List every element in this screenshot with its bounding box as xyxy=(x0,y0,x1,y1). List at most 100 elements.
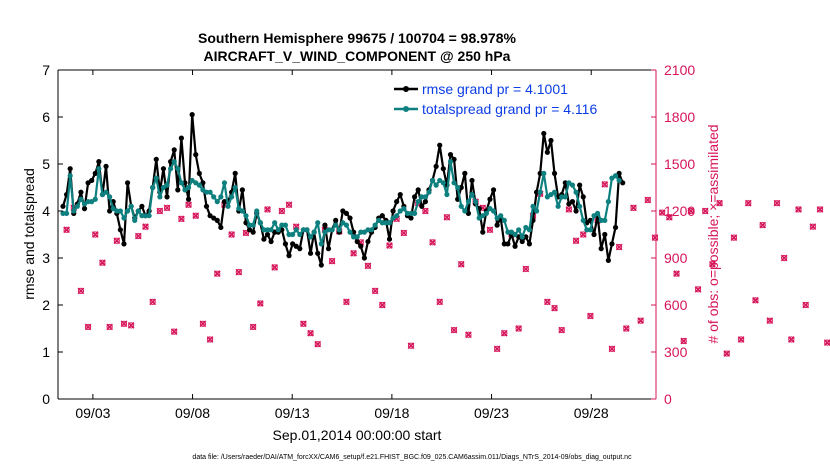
obs-assimilated-marker xyxy=(192,212,200,220)
obs-possible-marker xyxy=(694,286,702,293)
obs-possible-marker xyxy=(436,298,443,305)
obs-possible-marker xyxy=(522,265,529,273)
obs-possible-marker xyxy=(809,223,816,230)
obs-assimilated-marker xyxy=(371,287,379,295)
totalspread-point xyxy=(490,208,497,214)
y-tick-label: 6 xyxy=(42,109,50,125)
y2-tick-label: 1800 xyxy=(664,109,695,125)
obs-assimilated-marker xyxy=(759,221,767,229)
rmse-point xyxy=(196,170,202,176)
totalspread-point xyxy=(221,180,228,186)
obs-assimilated-marker xyxy=(780,254,788,262)
obs-assimilated-marker xyxy=(328,257,336,265)
obs-assimilated-marker xyxy=(264,206,271,213)
totalspread-point xyxy=(171,159,177,165)
totalspread-point xyxy=(74,203,80,209)
totalspread-point xyxy=(196,182,202,188)
obs-assimilated-marker xyxy=(665,213,673,221)
totalspread-point xyxy=(175,166,181,172)
rmse-point xyxy=(239,187,245,193)
obs-possible-marker xyxy=(766,317,773,324)
rmse-point xyxy=(562,180,568,186)
obs-assimilated-marker xyxy=(256,300,264,307)
totalspread-point xyxy=(555,203,561,209)
legend-spread-marker xyxy=(403,106,409,112)
obs-assimilated-marker xyxy=(429,238,436,246)
rmse-point xyxy=(365,238,371,245)
totalspread-point xyxy=(311,229,317,235)
obs-possible-marker xyxy=(723,350,730,357)
obs-possible-marker xyxy=(185,201,192,208)
obs-assimilated-marker xyxy=(465,331,472,339)
totalspread-point xyxy=(142,213,149,219)
totalspread-point xyxy=(501,217,507,223)
totalspread-point xyxy=(261,227,267,233)
obs-assimilated-marker xyxy=(637,317,645,325)
obs-assimilated-marker xyxy=(300,320,307,328)
rmse-point xyxy=(605,257,611,263)
obs-possible-marker xyxy=(551,305,558,312)
obs-assimilated-marker xyxy=(307,329,314,337)
totalspread-point xyxy=(512,231,518,238)
totalspread-point xyxy=(458,203,464,209)
obs-assimilated-marker xyxy=(694,285,702,293)
obs-possible-marker xyxy=(84,323,92,331)
totalspread-point xyxy=(336,227,342,233)
rmse-point xyxy=(408,215,414,221)
obs-assimilated-marker xyxy=(450,326,458,334)
rmse-point xyxy=(214,217,220,223)
obs-assimilated-marker xyxy=(170,328,178,335)
totalspread-point xyxy=(537,189,543,195)
obs-possible-marker xyxy=(228,231,235,238)
totalspread-point xyxy=(185,184,192,191)
totalspread-point xyxy=(107,194,113,200)
y2-tick-label: 1500 xyxy=(664,156,695,172)
obs-assimilated-marker xyxy=(658,209,666,216)
chart-title: Southern Hemisphere 99675 / 100704 = 98.… xyxy=(198,30,516,46)
obs-possible-marker xyxy=(745,200,752,207)
rmse-point xyxy=(153,156,159,162)
obs-assimilated-marker xyxy=(127,322,135,329)
totalspread-point xyxy=(132,217,138,223)
totalspread-point xyxy=(569,182,576,188)
obs-possible-marker xyxy=(407,342,415,349)
obs-assimilated-marker xyxy=(744,199,752,207)
obs-assimilated-marker xyxy=(386,242,393,249)
totalspread-point xyxy=(214,199,220,205)
obs-assimilated-marker xyxy=(587,312,594,320)
obs-assimilated-marker xyxy=(443,213,451,221)
obs-assimilated-marker xyxy=(77,287,85,295)
obs-possible-marker xyxy=(558,326,565,334)
obs-assimilated-marker xyxy=(120,320,128,328)
rmse-point xyxy=(121,241,127,247)
rmse-point xyxy=(487,196,493,202)
legend-rmse-label: rmse grand pr = 4.1001 xyxy=(422,81,568,97)
totalspread-point xyxy=(455,184,461,191)
totalspread-point xyxy=(282,222,289,228)
obs-possible-marker xyxy=(77,287,85,294)
obs-possible-marker xyxy=(608,345,616,352)
rmse-point xyxy=(551,170,558,176)
obs-possible-marker xyxy=(544,298,551,305)
obs-assimilated-marker xyxy=(228,231,235,238)
rmse-point xyxy=(490,187,497,193)
totalspread-point xyxy=(218,194,224,200)
totalspread-point xyxy=(516,227,522,233)
totalspread-point xyxy=(605,199,611,205)
totalspread-point xyxy=(139,213,145,219)
obs-possible-marker xyxy=(63,226,70,233)
rmse-point xyxy=(171,147,177,153)
rmse-point xyxy=(92,170,98,176)
obs-possible-marker xyxy=(601,181,608,188)
obs-possible-marker xyxy=(192,212,199,219)
rmse-point xyxy=(218,224,224,231)
totalspread-point xyxy=(318,241,324,247)
obs-assimilated-marker xyxy=(235,268,243,276)
obs-assimilated-marker xyxy=(608,345,616,353)
obs-assimilated-marker xyxy=(271,264,279,271)
obs-possible-marker xyxy=(659,209,666,216)
y-tick-label: 2 xyxy=(42,297,50,313)
rmse-point xyxy=(117,227,123,233)
obs-assimilated-marker xyxy=(766,317,774,325)
